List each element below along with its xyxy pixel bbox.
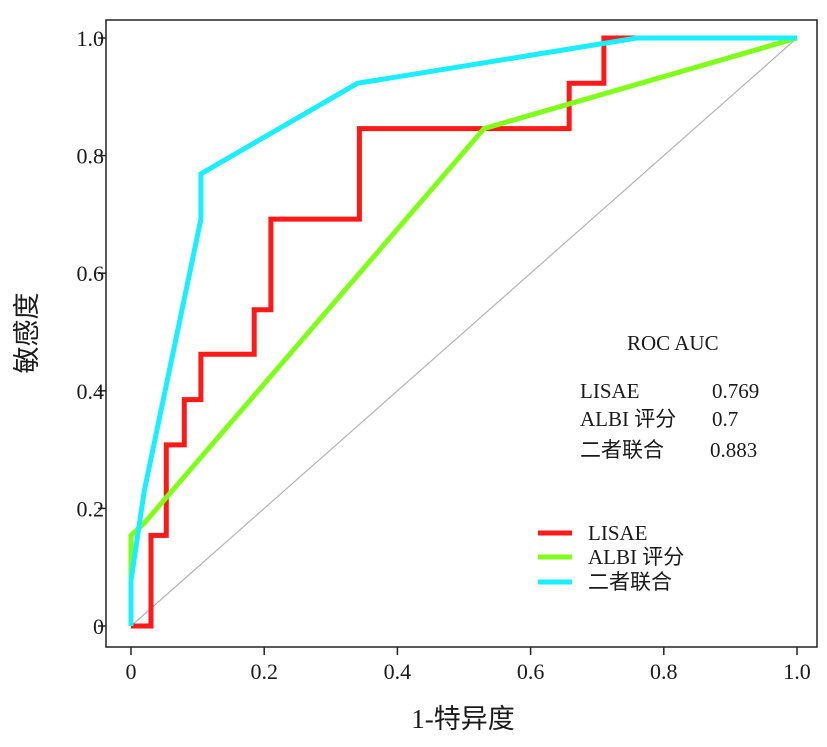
y-axis-title: 敏感度 bbox=[12, 293, 42, 374]
roc-curve-series-1 bbox=[131, 35, 797, 629]
auc-annotation: ROC AUC LISAE 0.769 ALBI 评分 0.7 二者联合 0.8… bbox=[580, 331, 759, 462]
auc-row-name: ALBI 评分 bbox=[580, 407, 676, 431]
y-tick-label: 0.4 bbox=[77, 379, 105, 404]
auc-row-value: 0.7 bbox=[712, 407, 738, 431]
auc-row-value: 0.769 bbox=[712, 379, 759, 403]
x-tick-label: 0.4 bbox=[384, 659, 412, 684]
x-tick-label: 0.8 bbox=[650, 659, 678, 684]
y-axis: 0 0.2 0.4 0.6 0.8 1.0 bbox=[77, 26, 106, 639]
x-tick-label: 0.6 bbox=[517, 659, 545, 684]
x-tick-label: 0.2 bbox=[250, 659, 278, 684]
y-tick-label: 0.8 bbox=[77, 144, 105, 169]
legend-label: 二者联合 bbox=[588, 570, 672, 594]
y-tick-label: 0.6 bbox=[77, 261, 105, 286]
legend-label: LISAE bbox=[588, 521, 648, 545]
roc-curve-series-2 bbox=[128, 35, 798, 581]
plot-frame bbox=[105, 19, 818, 648]
x-axis-title: 1-特异度 bbox=[411, 704, 515, 734]
x-axis: 0 0.2 0.4 0.6 0.8 1.0 bbox=[126, 647, 811, 684]
y-tick-label: 0 bbox=[93, 614, 104, 639]
legend-label: ALBI 评分 bbox=[588, 545, 684, 569]
y-tick-label: 0.2 bbox=[77, 496, 105, 521]
auc-row-name: LISAE bbox=[580, 379, 640, 403]
reference-diagonal bbox=[130, 37, 798, 627]
auc-row-name: 二者联合 bbox=[580, 438, 664, 462]
x-tick-label: 0 bbox=[126, 659, 137, 684]
auc-row-value: 0.883 bbox=[710, 438, 757, 462]
x-tick-label: 1.0 bbox=[783, 659, 811, 684]
auc-header: ROC AUC bbox=[627, 331, 719, 355]
roc-curve-series-3 bbox=[128, 35, 797, 626]
y-tick-label: 1.0 bbox=[77, 26, 105, 51]
